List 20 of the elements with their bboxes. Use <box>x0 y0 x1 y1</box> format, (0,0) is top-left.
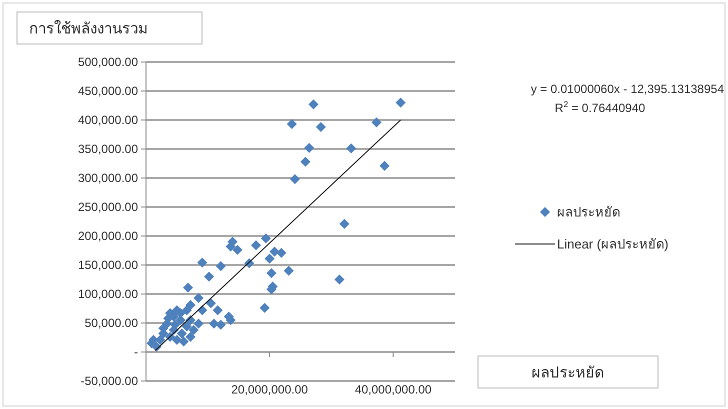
y-tick-label: - <box>134 345 138 360</box>
legend-label: ผลประหยัด <box>557 204 620 220</box>
y-tick-label: 300,000.00 <box>78 171 138 186</box>
text: R$^{2}$ = 0.76440940 <box>554 99 646 115</box>
y-tick-label: 450,000.00 <box>78 84 138 98</box>
y-tick-label: 100,000.00 <box>78 287 138 302</box>
x-tick-label: 20,000,000.00 <box>231 382 308 397</box>
legend-label: Linear (ผลประหยัด) <box>557 236 668 252</box>
x-tick-label: 40,000,000.00 <box>354 382 432 397</box>
y-tick-label: -50,000.00 <box>80 374 138 388</box>
y-tick-label: 200,000.00 <box>78 229 138 244</box>
y-tick-label: 250,000.00 <box>78 200 138 214</box>
text: ผลประหยัด <box>532 364 604 382</box>
y-tick-label: 500,000.00 <box>78 55 138 70</box>
y-tick-label: 350,000.00 <box>78 142 138 156</box>
y-tick-label: 50,000.00 <box>84 316 138 330</box>
y-tick-label: 150,000.00 <box>78 258 138 272</box>
y-tick-label: 400,000.00 <box>78 113 138 128</box>
text: y = 0.01000060x - 12,395.13138954 <box>530 82 724 96</box>
y-axis-title: การใช้พลังงานรวม <box>29 19 148 38</box>
